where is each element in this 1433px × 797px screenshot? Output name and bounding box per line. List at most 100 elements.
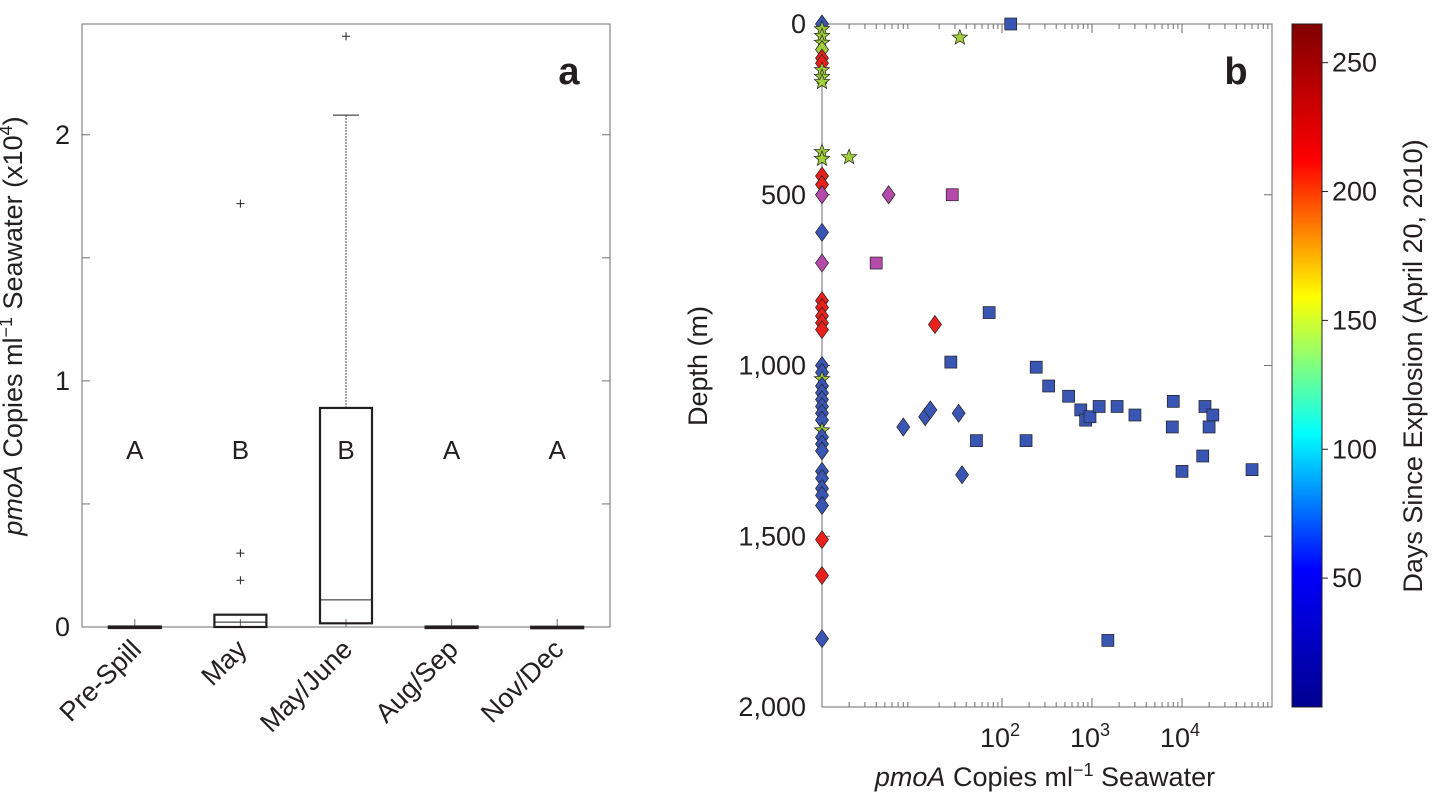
panel-b-point-square-57: [1083, 410, 1097, 424]
panel-b-point-diamond-34: [815, 441, 829, 461]
panel-b-point-square-64: [1206, 408, 1220, 422]
panel-b-point-square-48: [869, 256, 883, 270]
panel-b-y-tick-label-4: 2,000: [738, 692, 806, 722]
panel-b-x-tick-exp-1: 3: [1100, 720, 1110, 740]
panel-b-point-square-69: [1019, 434, 1033, 447]
colorbar-tick-label-2: 150: [1332, 305, 1377, 335]
panel-b-x-ticks: 102 103 104: [848, 24, 1269, 753]
panel-b-y-ticks: 0 500 1,000 1,500 2,000: [738, 9, 1272, 722]
panel-a-outlier-1-0: [236, 576, 245, 585]
panel-b-point-square-66: [1196, 449, 1210, 463]
panel-a-box-group-3: [424, 625, 479, 630]
panel-a-outlier-2-0: [342, 32, 350, 41]
panel-b-x-tick-label-2: 104: [1160, 720, 1200, 753]
panel-a-label: a: [558, 51, 580, 93]
panel-b-x-tick-base-1: 10: [1070, 723, 1100, 753]
panel-b-point-star-9: [813, 73, 831, 90]
panel-b-y-tick-label-2: 1,000: [738, 351, 806, 381]
panel-b-point-square-60: [1128, 408, 1142, 422]
panel-b-x-tick-label-1: 103: [1070, 720, 1110, 753]
panel-a-y-tick-label-2: 2: [55, 120, 70, 150]
panel-a-ylabel-close: ): [0, 116, 28, 125]
panel-b-label: b: [1224, 51, 1247, 93]
panel-a-box-group-0: [107, 625, 162, 630]
panel-b-point-diamond-76: [955, 465, 969, 485]
panel-b-xlabel-italic: pmoA: [874, 762, 946, 792]
panel-b-point-diamond-15: [815, 222, 829, 242]
panel-a-box-group-2: [318, 32, 374, 625]
panel-b-point-star-11: [813, 149, 831, 167]
panel-b-point-diamond-46: [881, 185, 896, 205]
panel-b-point-square-68: [1245, 463, 1259, 477]
panel-b-point-diamond-21: [815, 320, 829, 340]
panel-b-point-square-67: [1175, 465, 1189, 478]
panel-b-point-square-54: [1062, 389, 1075, 403]
panel-a-y-tick-label-0: 0: [55, 612, 70, 642]
colorbar-label: Days Since Explosion (April 20, 2010): [1398, 139, 1428, 592]
panel-b-point-square-53: [1042, 379, 1056, 393]
panel-b-point-square-61: [1166, 395, 1180, 408]
panel-b-plot-frame: [821, 23, 1273, 708]
panel-b-point-diamond-39: [815, 495, 829, 516]
panel-a-ylabel-tail: Seawater (x10: [0, 135, 28, 317]
colorbar-tick-label-3: 200: [1332, 177, 1377, 207]
panel-a-box-1: [213, 613, 268, 629]
panel-b-y-tick-label-3: 1,500: [738, 521, 806, 551]
panel-a-group-letter-2: B: [337, 435, 354, 465]
colorbar-tick-label-0: 50: [1332, 563, 1362, 593]
panel-b-point-square-59: [1110, 400, 1124, 413]
panel-a-group-letter-3: A: [443, 435, 461, 465]
panel-b-x-tick-label-0: 102: [980, 720, 1020, 753]
panel-a-box-2: [318, 406, 374, 625]
panel-b-x-tick-exp-0: 2: [1010, 720, 1020, 740]
panel-a-ylabel-rest: Copies ml: [0, 338, 28, 466]
panel-b-point-square-62: [1165, 420, 1179, 434]
panel-b-y-tick-label-1: 500: [761, 180, 806, 210]
panel-a-boxes: [107, 32, 585, 630]
panel-b-y-tick-label-0: 0: [791, 9, 806, 39]
panel-a-x-tick-label-2: May/June: [254, 634, 358, 738]
panel-b-point-star-45: [840, 148, 858, 165]
panel-b-x-axis-title: pmoA Copies ml−1 Seawater: [874, 760, 1215, 792]
panel-a-x-tick-label-3: Aug/Sep: [369, 634, 463, 728]
panel-b-point-diamond-14: [815, 185, 829, 205]
panel-b-point-diamond-40: [815, 530, 829, 550]
panel-b-point-diamond-72: [896, 417, 911, 437]
panel-b-points: [813, 14, 1259, 649]
panel-a-group-letter-0: A: [126, 435, 144, 465]
panel-b-xlabel-rest: Copies ml: [945, 762, 1073, 792]
panel-a-ylabel-exp: 4: [0, 125, 16, 135]
colorbar: 50 100 150 200 250 Days Since Explosion (Apr…: [1291, 23, 1428, 708]
panel-a-outlier-1-1: [236, 549, 245, 558]
colorbar-ticks: 50 100 150 200 250: [1322, 48, 1377, 593]
panel-b-point-diamond-49: [928, 314, 942, 335]
panel-b-point-diamond-75: [951, 403, 966, 423]
panel-a-y-tick-label-1: 1: [55, 366, 70, 396]
panel-a-y-axis-title: pmoA Copies ml−1 Seawater (x104): [0, 116, 28, 536]
panel-b-point-diamond-74: [923, 400, 938, 420]
panel-b-point-square-51: [944, 355, 958, 369]
panel-b-point-square-52: [1029, 360, 1043, 374]
panel-b-xlabel-tail: Seawater: [1094, 762, 1216, 792]
panel-b-point-square-65: [1202, 420, 1216, 434]
panel-a-ylabel-italic: pmoA: [0, 465, 28, 537]
panel-b-point-square-47: [945, 188, 959, 202]
panel-a-y-ticks: 0 1 2: [55, 120, 610, 642]
panel-b-x-tick-exp-2: 4: [1190, 720, 1200, 740]
panel-b-point-square-58: [1092, 400, 1106, 413]
panel-a-x-tick-label-0: Pre-Spill: [54, 634, 147, 727]
panel-a-group-letter-1: B: [232, 435, 249, 465]
panel-b-x-tick-base-2: 10: [1160, 723, 1190, 753]
panel-b-point-square-50: [982, 306, 996, 319]
panel-b-xlabel-sup: −1: [1073, 760, 1094, 780]
colorbar-tick-label-4: 250: [1332, 48, 1377, 78]
panel-b-point-square-71: [1101, 634, 1115, 647]
colorbar-tick-label-1: 100: [1332, 434, 1377, 464]
panel-b-point-diamond-41: [815, 565, 829, 586]
panel-a-x-tick-label-4: Nov/Dec: [475, 634, 569, 728]
panel-b-x-tick-base-0: 10: [980, 723, 1010, 753]
panel-b-point-square-44: [1004, 17, 1018, 31]
